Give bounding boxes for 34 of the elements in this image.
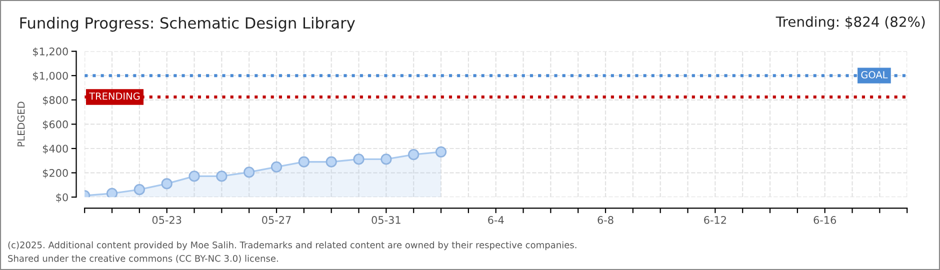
x-tick-label: 05-23 xyxy=(152,216,182,224)
y-tick-label: $400 xyxy=(42,144,68,154)
y-tick-label: $1,200 xyxy=(33,47,68,57)
point xyxy=(134,184,145,196)
chart-subtitle: Trending: $824 (82%) xyxy=(776,16,925,30)
y-tick-label: $800 xyxy=(42,96,68,106)
point xyxy=(161,178,172,190)
y-tick-label: $0 xyxy=(56,193,68,203)
x-tick-label: 6-8 xyxy=(598,216,614,224)
point xyxy=(326,156,337,168)
ref-line-label: GOAL xyxy=(861,71,888,78)
y-tick-label: $200 xyxy=(42,168,68,178)
point xyxy=(435,146,447,158)
x-tick-label: 05-27 xyxy=(262,216,291,224)
x-tick-label: 6-4 xyxy=(488,216,504,224)
chart-title: Funding Progress: Schematic Design Library xyxy=(20,16,355,32)
point xyxy=(106,188,118,198)
point xyxy=(408,149,420,160)
x-tick-label: 6-12 xyxy=(704,216,726,224)
point xyxy=(216,170,228,182)
point xyxy=(270,161,282,173)
point xyxy=(380,154,392,165)
y-tick-label: $600 xyxy=(42,120,68,130)
text: Shared under the creative commons (CC BY-NC 3.0) license. xyxy=(8,254,278,263)
point xyxy=(244,166,255,178)
x-tick-label: 6-16 xyxy=(814,216,836,224)
x-tick-label: 05-31 xyxy=(372,216,400,224)
y-axis-title: PLEDGED xyxy=(17,102,25,146)
point xyxy=(298,156,310,168)
text: (c)2025. Additional content provided by Moe Salih. Trademarks and related content are owned by their respective companies. xyxy=(8,241,576,250)
ref-line-label: TRENDING xyxy=(89,92,140,100)
y-tick-label: $1,000 xyxy=(33,72,68,82)
point xyxy=(188,170,200,182)
point xyxy=(353,154,364,165)
